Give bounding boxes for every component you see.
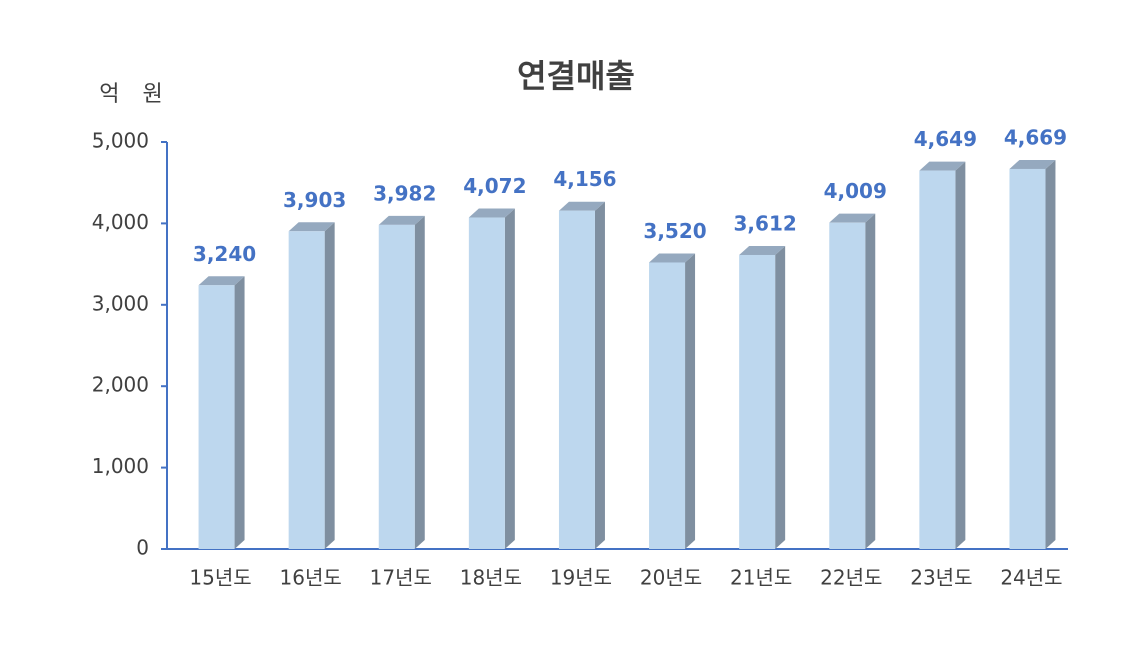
bar	[649, 262, 686, 549]
bar	[468, 217, 505, 550]
y-tick-label: 5,000	[92, 129, 149, 153]
bar-side	[685, 253, 696, 550]
x-tick-label: 23년도	[910, 566, 972, 590]
x-tick-label: 20년도	[640, 566, 702, 590]
x-tick-label: 19년도	[550, 566, 612, 590]
value-label: 4,072	[463, 174, 526, 198]
bar-side	[594, 201, 605, 549]
y-tick-label: 1,000	[92, 454, 149, 478]
y-axis-label: 억 원	[99, 82, 170, 107]
x-tick-label: 15년도	[189, 566, 251, 590]
bar	[198, 285, 235, 549]
bar-side	[1045, 159, 1056, 549]
value-label: 4,009	[824, 179, 887, 203]
x-tick-label: 24년도	[1000, 566, 1062, 590]
bar-side	[414, 215, 425, 549]
bar	[288, 231, 325, 549]
bar-top	[468, 208, 515, 218]
bar	[919, 170, 956, 549]
x-tick-label: 16년도	[280, 566, 342, 590]
value-label: 3,612	[734, 211, 797, 235]
bar	[739, 254, 776, 549]
value-label: 4,649	[914, 127, 977, 151]
bar-top	[649, 253, 696, 263]
bar-top	[1009, 159, 1056, 169]
bar-top	[829, 213, 876, 223]
bar-top	[198, 276, 245, 286]
bar-side	[775, 245, 786, 549]
value-label: 3,903	[283, 188, 346, 212]
bar-top	[739, 245, 786, 255]
y-tick-label: 4,000	[92, 210, 149, 234]
value-label: 3,982	[373, 181, 436, 205]
y-tick-label: 2,000	[92, 373, 149, 397]
bar-side	[324, 222, 335, 549]
x-tick-label: 22년도	[820, 566, 882, 590]
bar-top	[378, 215, 425, 225]
bar-side	[955, 161, 966, 549]
x-tick-label: 17년도	[370, 566, 432, 590]
x-tick-label: 18년도	[460, 566, 522, 590]
bar	[558, 210, 595, 549]
bar-side	[504, 208, 515, 550]
y-tick-label: 0	[136, 536, 149, 560]
value-label: 3,520	[643, 219, 706, 243]
value-label: 4,156	[553, 167, 616, 191]
y-tick-label: 3,000	[92, 291, 149, 315]
bar	[1009, 168, 1046, 549]
bar	[829, 222, 866, 549]
value-label: 4,669	[1004, 125, 1067, 149]
chart-title: 연결매출	[517, 57, 635, 95]
bar-side	[234, 276, 245, 549]
bar-top	[919, 161, 966, 171]
bar-side	[865, 213, 876, 549]
bar	[378, 224, 415, 549]
value-label: 3,240	[193, 242, 256, 266]
x-tick-label: 21년도	[730, 566, 792, 590]
bar-top	[558, 201, 605, 211]
bar-top	[288, 222, 335, 232]
